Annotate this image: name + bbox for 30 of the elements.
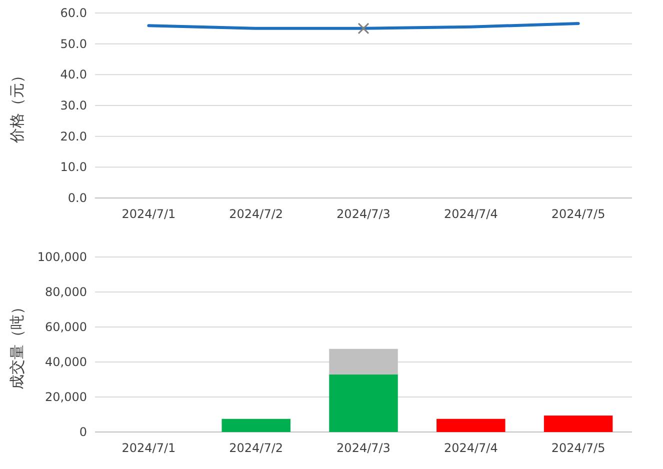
bar [544, 416, 613, 432]
y-tick-label: 40,000 [45, 355, 87, 369]
y-axis-title: 价格（元） [8, 68, 26, 144]
y-axis-title: 成交量（吨） [8, 300, 26, 390]
y-tick-label: 40.0 [60, 68, 87, 82]
x-tick-label: 2024/7/5 [551, 441, 606, 455]
x-tick-label: 2024/7/3 [336, 441, 390, 455]
y-tick-label: 60,000 [45, 320, 87, 334]
y-tick-label: 50.0 [60, 36, 87, 51]
x-tick-label: 2024/7/1 [122, 441, 176, 455]
bar [436, 418, 506, 432]
bar [329, 348, 398, 374]
y-tick-label: 100,000 [37, 250, 87, 264]
y-tick-label: 20.0 [60, 129, 87, 144]
bar [329, 374, 398, 432]
x-tick-label: 2024/7/3 [336, 207, 390, 221]
y-tick-label: 10.0 [60, 160, 87, 174]
y-tick-label: 30.0 [60, 98, 87, 112]
x-tick-label: 2024/7/2 [229, 207, 284, 221]
y-tick-label: 0 [79, 425, 87, 439]
bar [222, 418, 290, 432]
y-tick-label: 60.0 [60, 6, 87, 20]
x-tick-label: 2024/7/5 [551, 207, 606, 221]
x-tick-label: 2024/7/4 [444, 207, 498, 221]
y-tick-label: 0.0 [68, 191, 87, 205]
y-tick-label: 80,000 [45, 285, 87, 299]
y-tick-label: 20,000 [45, 390, 87, 404]
x-tick-label: 2024/7/2 [229, 441, 284, 455]
x-tick-label: 2024/7/1 [122, 207, 176, 221]
x-tick-label: 2024/7/4 [444, 441, 498, 455]
